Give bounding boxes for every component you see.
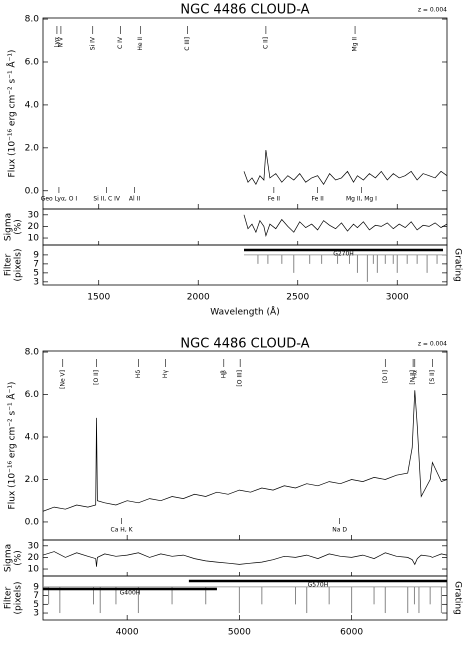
line-label: N V [57, 36, 64, 47]
filter-tick-label: 7 [33, 591, 39, 601]
line-label: He II [137, 37, 144, 51]
filter-axis-label: Filter [4, 254, 14, 277]
absorption-label: Fe II [268, 196, 280, 203]
line-label: [N II] [410, 370, 417, 385]
line-label: C II] [262, 37, 269, 49]
line-label: Hγ [162, 370, 169, 379]
panel-frame [42, 244, 448, 286]
panel-frame [42, 17, 448, 210]
absorption-label: Na D [332, 527, 347, 534]
line-label: [O III] [237, 370, 244, 387]
sigma-axis-label: Sigma [4, 213, 14, 241]
absorption-label: Fe II [312, 196, 324, 203]
data-layer [43, 390, 447, 614]
sigma-tick-label: 10 [28, 234, 40, 244]
grating-label: Grating [453, 581, 463, 615]
flux-tick-label: 4.0 [25, 100, 40, 110]
flux-tick-label: 6.0 [25, 390, 40, 400]
flux-line [243, 149, 447, 186]
absorption-label: Al II [129, 196, 140, 203]
absorption-label: Mg II, Mg I [346, 196, 377, 203]
x-axis-label: Wavelength (Å) [210, 306, 279, 318]
flux-tick-label: 8.0 [25, 348, 40, 358]
flux-tick-label: 0.0 [25, 186, 40, 196]
line-label: [O I] [382, 370, 389, 383]
line-label: Mg II [352, 37, 359, 52]
flux-tick-label: 6.0 [25, 57, 40, 67]
line-label: [Ne V] [59, 370, 66, 389]
sigma-tick-label: 30 [28, 210, 40, 220]
grating-name: G270H [333, 251, 354, 258]
filter-tick-label: 7 [33, 259, 39, 269]
line-label: C IV [117, 36, 124, 49]
chart-title: NGC 4486 CLOUD-A [180, 3, 309, 18]
filter-axis-label: Filter [4, 587, 14, 610]
sigma-axis-label: (%) [14, 219, 24, 235]
line-label: Hα [411, 370, 418, 379]
filter-tick-label: 3 [33, 277, 39, 287]
x-tick-label: 4000 [116, 628, 139, 638]
grating-name: G400H [120, 590, 141, 597]
x-tick-label: 6000 [340, 628, 363, 638]
filter-tick-label: 9 [33, 582, 39, 592]
x-tick-label: 5000 [228, 628, 251, 638]
line-label: Lyα [53, 37, 60, 47]
sigma-tick-label: 30 [28, 541, 40, 551]
flux-tick-label: 8.0 [25, 15, 40, 25]
panel-frame [42, 539, 448, 577]
line-label: C III] [184, 37, 191, 51]
redshift-label: z = 0.004 [418, 7, 447, 14]
flux-tick-label: 2.0 [25, 475, 40, 485]
flux-tick-label: 4.0 [25, 433, 40, 443]
grating-label: Grating [453, 248, 463, 282]
filter-tick-label: 3 [33, 609, 39, 619]
filter-axis-label: (pixels) [14, 248, 24, 281]
data-layer [243, 149, 447, 282]
sigma-axis-label: Sigma [4, 544, 14, 572]
line-label: [O II] [93, 370, 100, 385]
x-tick-label: 3000 [386, 293, 409, 303]
sigma-tick-label: 10 [28, 565, 40, 575]
panel-frame [42, 208, 448, 246]
line-label: Hβ [220, 370, 227, 379]
chart-title: NGC 4486 CLOUD-A [180, 337, 309, 352]
filter-tick-label: 5 [33, 268, 39, 278]
flux-tick-label: 0.0 [25, 517, 40, 527]
line-label: Hδ [135, 370, 142, 379]
sigma-tick-label: 20 [28, 553, 40, 563]
absorption-label: Si II, C IV [93, 196, 121, 203]
line-label: [S II] [429, 370, 436, 384]
panel-frame [42, 575, 448, 621]
x-tick-label: 2000 [187, 293, 210, 303]
filter-tick-label: 5 [33, 600, 39, 610]
filter-axis-label: (pixels) [14, 581, 24, 614]
sigma-tick-label: 20 [28, 222, 40, 232]
y-axis-label: Flux (10⁻¹⁶ erg cm⁻² s⁻¹ Å⁻¹) [6, 50, 18, 178]
line-label: Si IV [89, 36, 96, 50]
flux-line [43, 390, 447, 512]
sigma-line [243, 214, 447, 238]
y-axis-label: Flux (10⁻¹⁶ erg cm⁻² s⁻¹ Å⁻¹) [6, 382, 18, 510]
x-tick-label: 2500 [286, 293, 309, 303]
sigma-axis-label: (%) [14, 550, 24, 566]
x-tick-label: 1500 [87, 293, 110, 303]
absorption-label: Ca H, K [111, 527, 134, 534]
redshift-label: z = 0.004 [418, 341, 447, 348]
absorption-label: Geo Lyα, O I [41, 196, 78, 203]
filter-tick-label: 9 [33, 250, 39, 260]
grating-name: G570H [308, 582, 329, 589]
flux-tick-label: 2.0 [25, 143, 40, 153]
sigma-line [43, 551, 447, 567]
